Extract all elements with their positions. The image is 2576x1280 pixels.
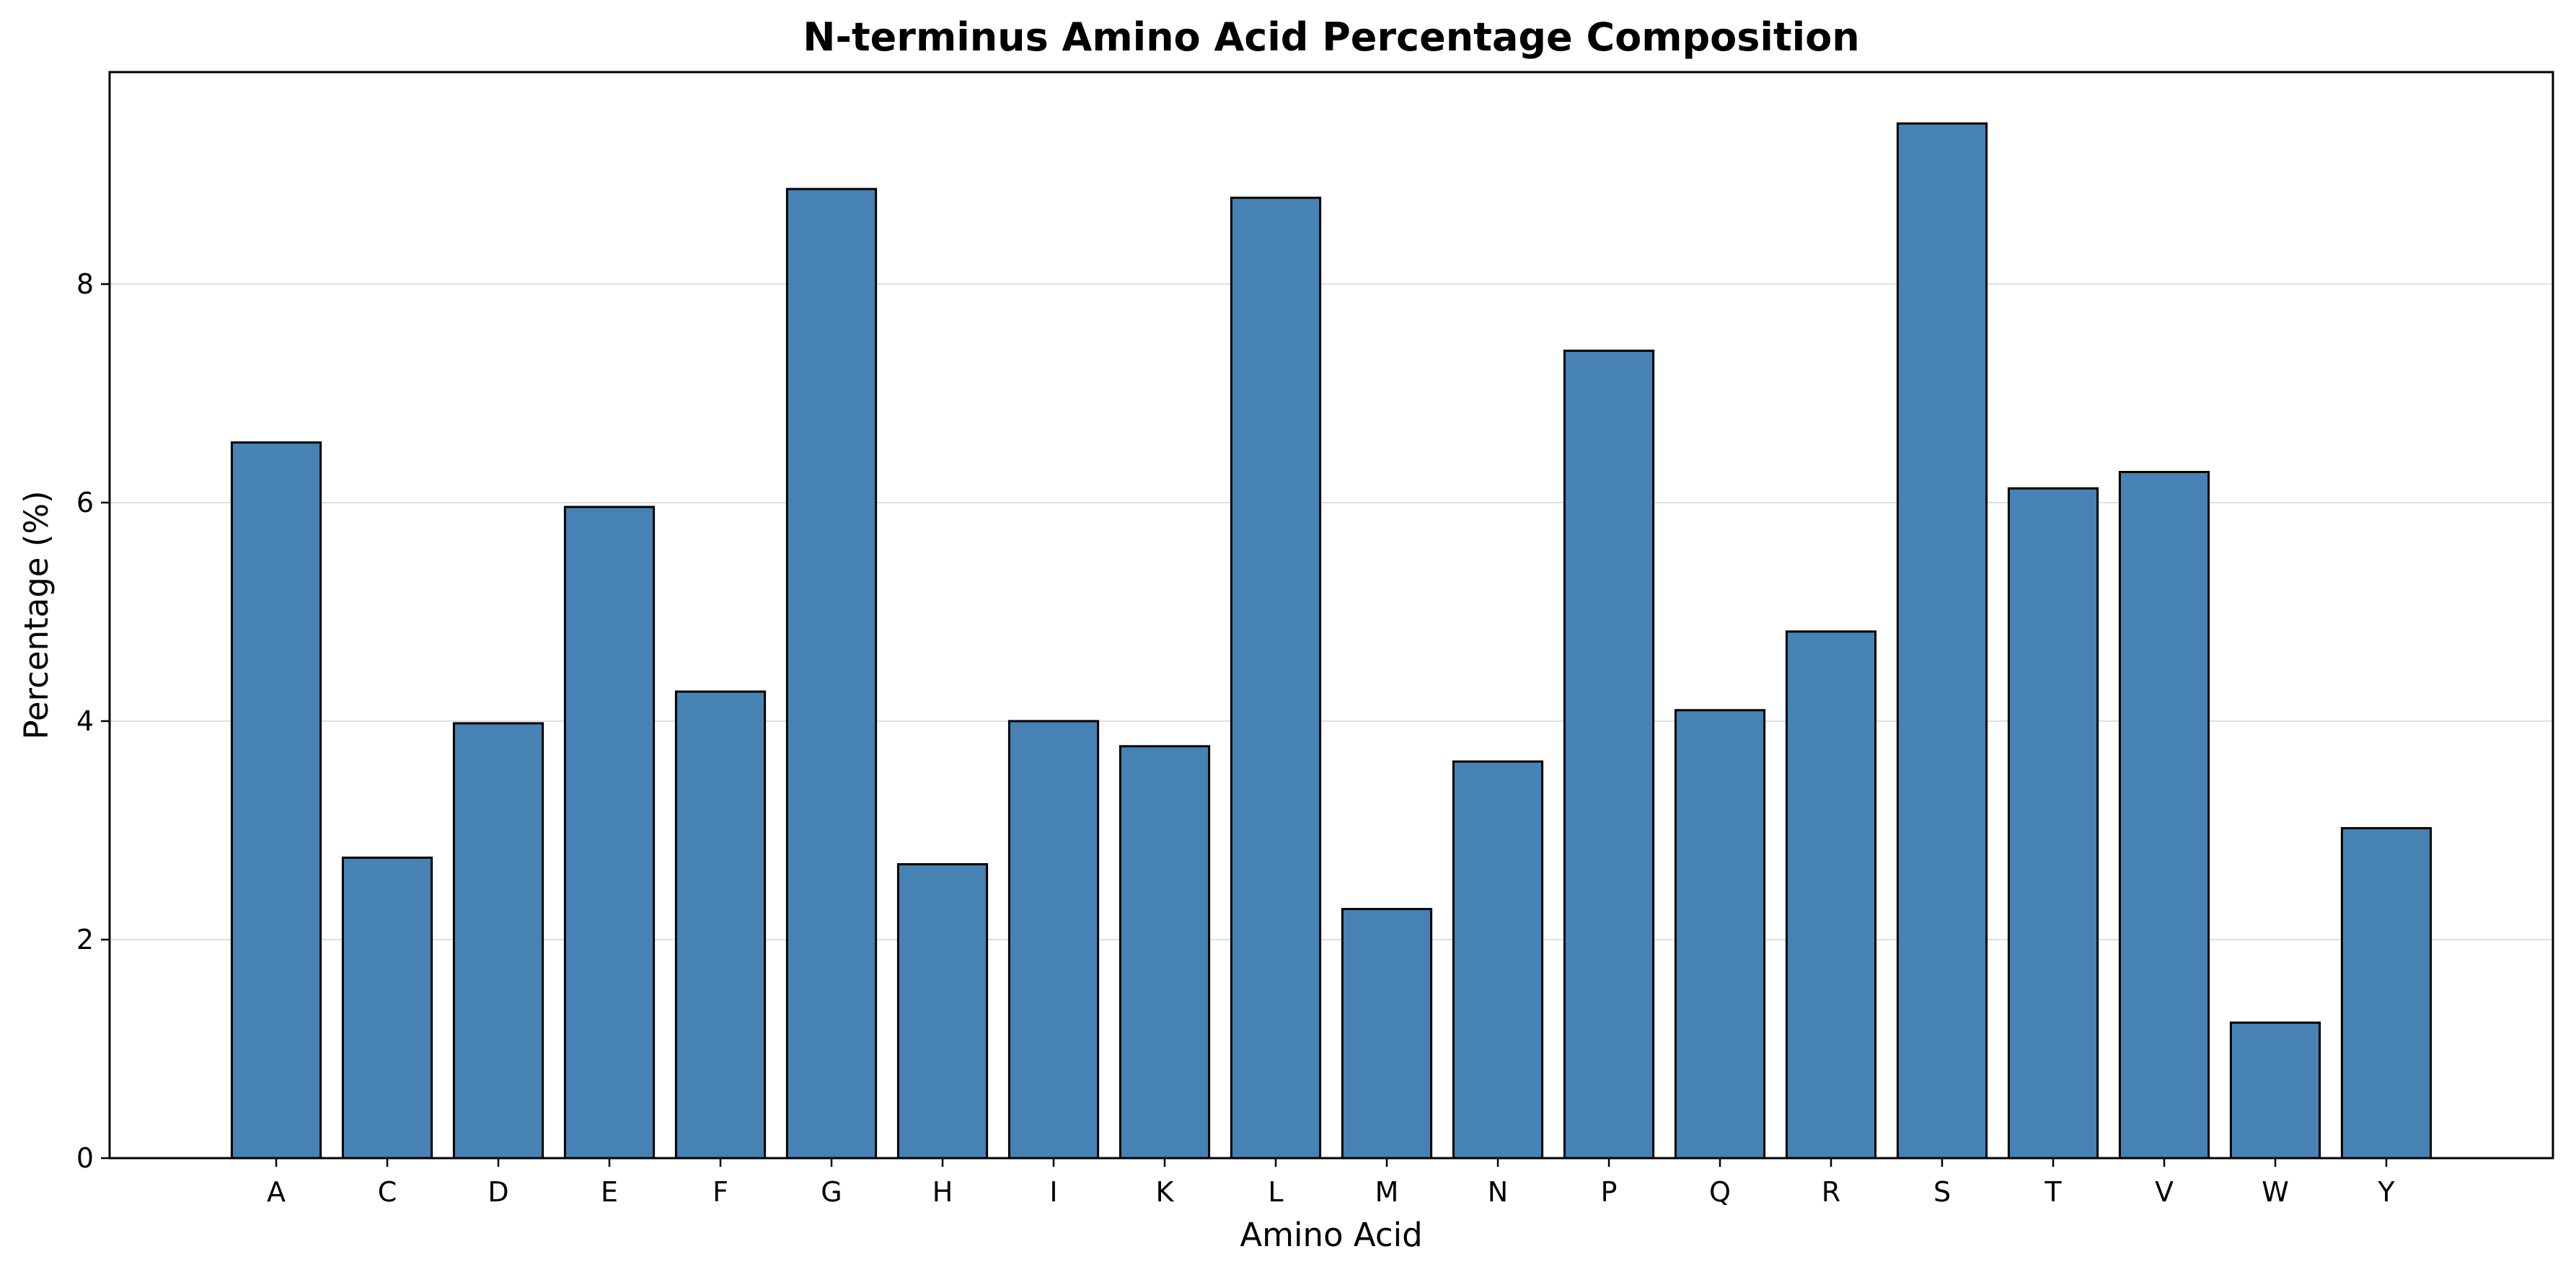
x-tick-label: M	[1375, 1176, 1399, 1208]
x-tick-label: Y	[2377, 1176, 2395, 1208]
x-tick-label: G	[821, 1176, 842, 1208]
bar-C	[341, 856, 433, 1160]
chart-title: N-terminus Amino Acid Percentage Composi…	[803, 14, 1859, 60]
x-tick-label: R	[1822, 1176, 1840, 1208]
x-tick-label: H	[932, 1176, 953, 1208]
bar-K	[1119, 745, 1211, 1160]
bar-M	[1341, 908, 1433, 1160]
x-tick-label: E	[601, 1176, 618, 1208]
bar-W	[2229, 1021, 2321, 1160]
y-tick-label: 8	[76, 268, 94, 300]
bar-S	[1896, 122, 1988, 1160]
y-tick-label: 2	[76, 924, 94, 955]
bar-A	[230, 441, 322, 1160]
bar-F	[674, 690, 767, 1160]
x-tick-label: Q	[1709, 1176, 1731, 1208]
bars-layer	[230, 122, 2432, 1160]
bar-T	[2007, 487, 2099, 1160]
bar-D	[452, 722, 544, 1160]
bar-E	[563, 506, 656, 1160]
bar-G	[785, 187, 878, 1160]
x-tick-label: F	[713, 1176, 728, 1208]
x-tick-label: I	[1049, 1176, 1057, 1208]
x-axis-label: Amino Acid	[1240, 1216, 1422, 1254]
x-tick-label: W	[2262, 1176, 2289, 1208]
x-tick-label: N	[1488, 1176, 1508, 1208]
bar-H	[896, 862, 989, 1160]
y-axis: 0 2 4 6 8	[76, 268, 110, 1174]
bar-Y	[2340, 826, 2432, 1160]
x-tick-label: A	[267, 1176, 286, 1208]
bar-I	[1007, 720, 1100, 1160]
x-tick-label: C	[378, 1176, 397, 1208]
x-tick-label: V	[2155, 1176, 2174, 1208]
bar-V	[2118, 471, 2210, 1160]
bar-Q	[1674, 709, 1766, 1160]
y-tick-label: 6	[76, 487, 94, 518]
x-tick-label: D	[488, 1176, 508, 1208]
plot-frame	[108, 71, 2554, 1160]
x-tick-label: P	[1601, 1176, 1618, 1208]
x-tick-label: L	[1268, 1176, 1283, 1208]
x-tick-label: T	[2044, 1176, 2062, 1208]
bar-P	[1563, 349, 1655, 1160]
y-tick-label: 0	[76, 1142, 94, 1174]
y-axis-label: Percentage (%)	[17, 490, 56, 739]
x-tick-label: K	[1156, 1176, 1175, 1208]
y-tick-label: 4	[76, 705, 94, 737]
bar-N	[1452, 760, 1544, 1160]
bar-L	[1230, 196, 1322, 1160]
x-tick-label: S	[1933, 1176, 1951, 1208]
bar-R	[1785, 630, 1877, 1160]
